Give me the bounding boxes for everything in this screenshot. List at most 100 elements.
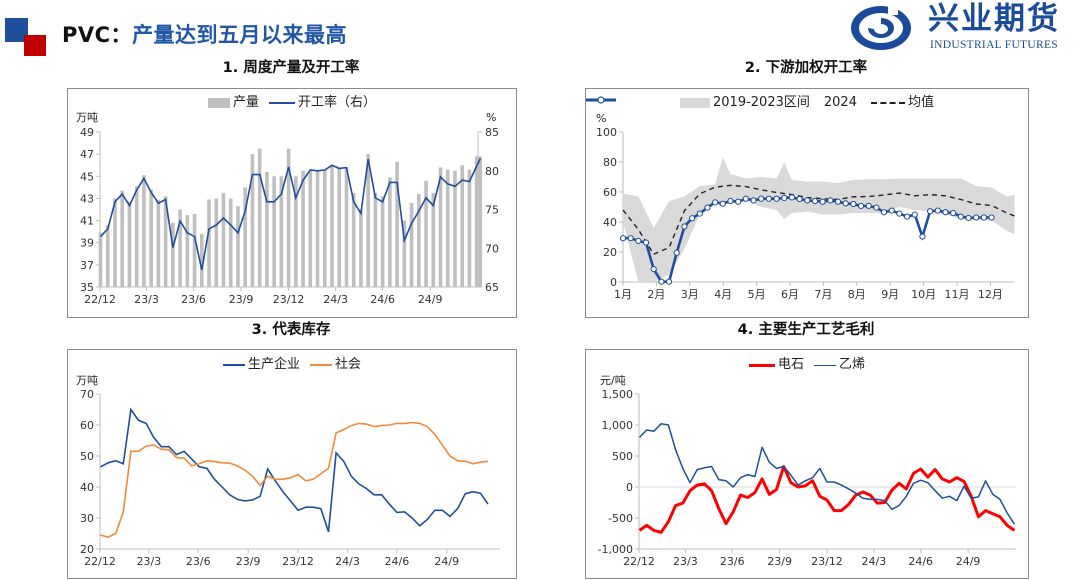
x-axis-tick-label: 10月 (911, 288, 936, 301)
production-bar (192, 213, 197, 287)
series-2024-marker (689, 215, 696, 222)
production-bar (272, 176, 276, 287)
production-bar (395, 161, 399, 287)
y-axis-tick-label: 80 (603, 156, 617, 169)
logo-text-cn: 兴业期货 (928, 1, 1060, 37)
social-inventory-line (100, 421, 489, 539)
series-2024-marker (934, 207, 941, 214)
y-axis-tick-label: 70 (80, 388, 94, 401)
series-2024-marker (850, 200, 857, 208)
operating-rate-line (99, 158, 482, 271)
chart3-title: 3. 代表库存 (251, 322, 331, 338)
series-2024-marker (627, 235, 634, 242)
x-axis-tick-label: 12月 (978, 288, 1003, 301)
production-bar (359, 209, 363, 287)
y-axis-tick-label: -1,000 (598, 543, 633, 556)
title-main: 产量达到五月以来最高 (132, 23, 348, 47)
x-axis-tick-label: 23/6 (186, 555, 211, 568)
series-2024-marker (750, 197, 757, 204)
series-2024-marker (635, 237, 642, 244)
production-bar (467, 169, 472, 287)
series-2024-marker (865, 202, 872, 210)
series-2024-marker (681, 223, 688, 230)
x-axis-tick-label: 22/12 (84, 293, 116, 306)
production-bar (294, 176, 298, 287)
x-axis-tick-label: 24/9 (418, 293, 443, 306)
y-axis-tick-label: 60 (603, 186, 617, 199)
chart4-title: 4. 主要生产工艺毛利 (737, 322, 875, 338)
production-bar (98, 232, 103, 287)
x-axis-tick-label: 23/12 (282, 555, 314, 568)
y-right-axis-tick-label: 80 (485, 165, 499, 178)
series-2024-marker (888, 207, 895, 214)
chart1-panel: 35 37 39 41 43 45 47 49 65 70 75 80 85 22/12 23/3 23/6 2… (67, 88, 517, 318)
production-bar (134, 186, 139, 287)
production-bar (156, 199, 161, 287)
production-bar (236, 206, 240, 287)
series-2024-marker (696, 210, 703, 217)
y-unit: % (596, 112, 607, 125)
production-bar (373, 192, 378, 287)
series-2024-marker (903, 213, 911, 220)
series-2024-marker (980, 214, 987, 221)
x-axis-tick-label: 24/3 (861, 555, 886, 568)
production-bar (337, 168, 342, 287)
page-title: PVC：产量达到五月以来最高 (62, 22, 347, 48)
series-2024-marker (834, 198, 842, 205)
y-axis-tick-label: 20 (603, 246, 617, 259)
production-bar (315, 170, 320, 287)
series-2024-marker (650, 266, 657, 273)
production-bar (322, 169, 327, 287)
series-2024-marker (719, 200, 726, 207)
y-left-unit: 万吨 (76, 111, 98, 124)
chart1-plot: 35 37 39 41 43 45 47 49 65 70 75 80 85 22/12 23/3 23/6 2… (80, 126, 499, 306)
x-axis-tick-label: 24/3 (335, 555, 360, 568)
production-bar (474, 156, 479, 287)
production-bar (344, 167, 349, 287)
series-2024-marker (642, 239, 650, 246)
production-bar (207, 199, 211, 287)
y-left-axis-tick-label: 37 (80, 259, 94, 272)
chart2-plot: 0 20 40 60 80 100 1月 2月 3月 4月 5月 6月 7月 8月 9月 10月 11月 12月 (596, 126, 1015, 301)
ethylene-margin-line (638, 423, 1016, 525)
production-bar (445, 169, 450, 287)
y-left-axis-tick-label: 35 (80, 281, 94, 294)
x-axis-tick-label: 24/9 (434, 555, 459, 568)
mean-line (622, 184, 1015, 256)
series-2024-marker (880, 209, 888, 216)
production-bar (424, 180, 428, 287)
production-bar (431, 192, 436, 287)
y-left-axis-tick-label: 39 (80, 237, 94, 250)
production-bar (149, 189, 153, 287)
y-axis-tick-label: 0 (610, 276, 617, 289)
x-axis-tick-label: 23/3 (136, 555, 161, 568)
y-axis-tick-label: 40 (80, 481, 94, 494)
brand-square-red (24, 35, 46, 56)
range-band-area (623, 157, 1015, 282)
series-2024-marker (973, 214, 980, 221)
x-axis-tick-label: 2月 (647, 288, 665, 301)
carbide-margin-line (638, 465, 1016, 534)
producer-inventory-line (100, 407, 489, 533)
brand-square-blue (5, 18, 28, 42)
y-axis-tick-label: 1,000 (602, 419, 634, 432)
x-axis-tick-label: 8月 (848, 288, 866, 301)
x-axis-tick-label: 5月 (748, 288, 766, 301)
production-bar (330, 165, 334, 287)
y-left-axis-tick-label: 41 (80, 215, 94, 228)
production-bar (402, 220, 407, 287)
series-2024-marker (758, 195, 765, 202)
production-bar (301, 170, 305, 287)
x-axis-tick-label: 23/9 (236, 555, 261, 568)
chart3-panel: 20 30 40 50 60 70 22/12 23/3 23/6 23/9 23/12 24/3 24… (67, 349, 517, 579)
production-bar (163, 196, 168, 287)
chart4-panel: -1,000 -500 0 500 1,000 1,500 22/12 23/3 23/6 23/… (585, 349, 1029, 579)
x-axis-tick-label: 24/6 (385, 555, 410, 568)
y-axis-tick-label: 500 (612, 450, 633, 463)
production-bar (351, 192, 356, 287)
chart1-title: 1. 周度产量及开工率 (222, 60, 360, 76)
x-axis-tick-label: 22/12 (623, 555, 655, 568)
production-bar (366, 154, 370, 287)
y-axis-tick-label: 60 (80, 419, 94, 432)
y-axis-tick-label: 20 (80, 543, 94, 556)
